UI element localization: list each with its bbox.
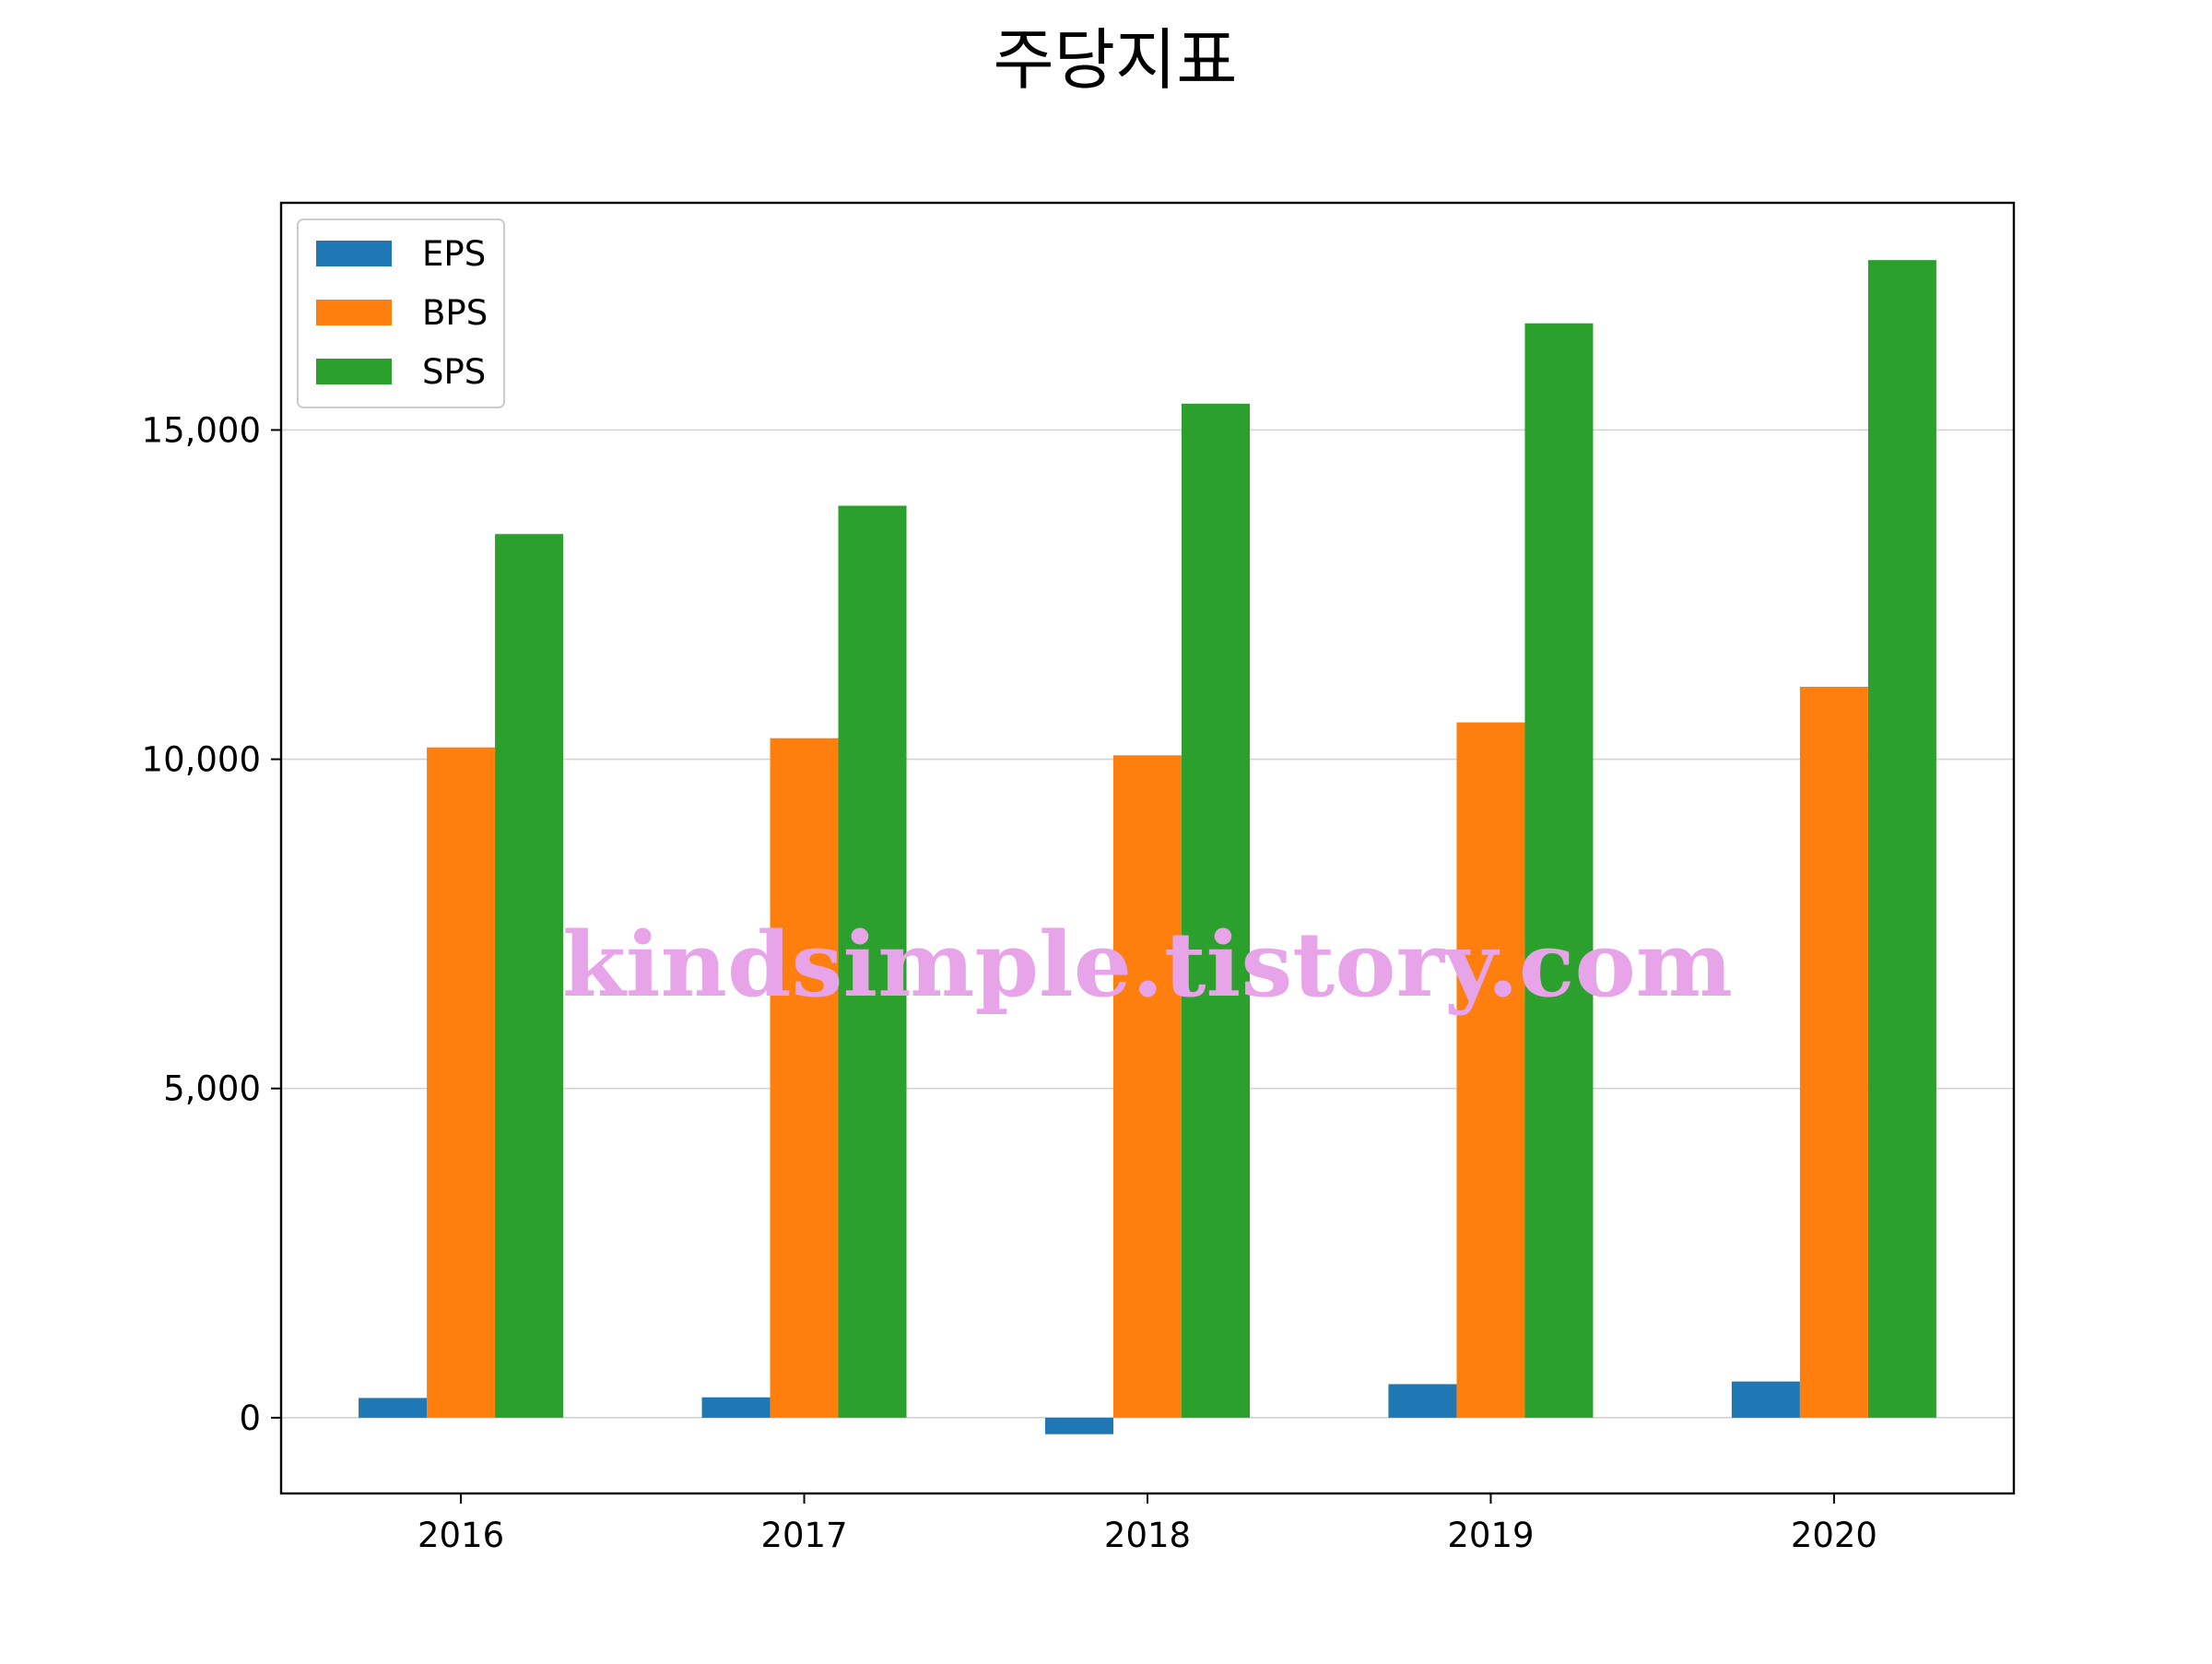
bar-sps-2020	[1867, 260, 1936, 1418]
axes: 0 5,000 10,000 15,000 2016 2017 2018 2019 2020	[142, 201, 2016, 1555]
bar-bps-2020	[1799, 687, 1868, 1418]
bar-bps-2017	[770, 738, 839, 1418]
bar-bps-2016	[427, 747, 496, 1418]
bar-eps-2016	[359, 1398, 428, 1418]
bar-bps-2019	[1456, 722, 1525, 1418]
legend: EPS BPS SPS	[297, 218, 505, 408]
legend-label-bps: BPS	[422, 293, 488, 333]
bar-eps-2020	[1731, 1381, 1800, 1418]
x-tick-label: 2019	[1447, 1516, 1534, 1555]
legend-swatch-sps	[316, 359, 392, 384]
x-tick-label: 2018	[1104, 1516, 1191, 1555]
bar-sps-2016	[495, 534, 564, 1418]
plot-frame	[279, 201, 2016, 1495]
chart-title: 주당지표	[994, 21, 1238, 99]
y-tick-label: 15,000	[142, 410, 261, 450]
bar-eps-2019	[1388, 1384, 1457, 1418]
watermark-text: kindsimple.tistory.com	[562, 913, 1733, 1017]
bar-eps-2018	[1045, 1417, 1113, 1434]
y-tick-label: 0	[239, 1398, 261, 1438]
y-tick-label: 10,000	[142, 740, 261, 780]
bars	[359, 260, 1936, 1434]
bar-bps-2018	[1113, 755, 1182, 1418]
bar-sps-2019	[1524, 323, 1594, 1418]
legend-label-sps: SPS	[422, 352, 486, 392]
x-tick-label: 2016	[418, 1516, 504, 1555]
bar-eps-2017	[701, 1397, 771, 1418]
bar-sps-2018	[1182, 403, 1250, 1418]
y-tick-label: 5,000	[163, 1069, 261, 1109]
legend-swatch-eps	[316, 241, 392, 266]
x-tick-label: 2017	[760, 1516, 847, 1555]
legend-swatch-bps	[316, 300, 392, 325]
bar-sps-2017	[838, 505, 907, 1418]
x-tick-label: 2020	[1791, 1516, 1877, 1555]
legend-label-eps: EPS	[422, 234, 486, 274]
